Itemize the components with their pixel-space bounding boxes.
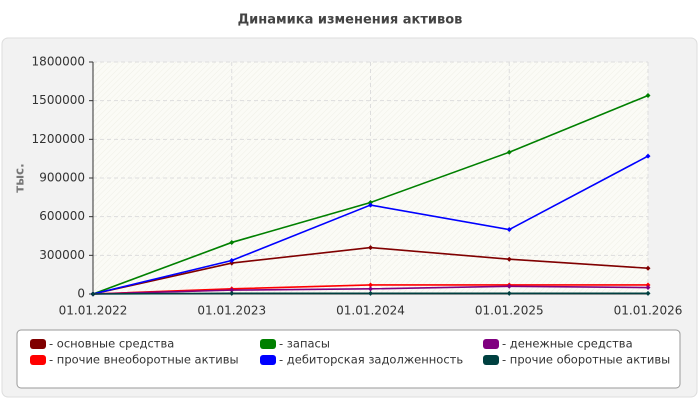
legend-label: - запасы [279,337,330,351]
point-marker [229,260,235,266]
y-tick-label: 1200000 [32,132,85,146]
legend-label: - прочие внеоборотные активы [49,353,239,367]
legend-swatch [30,339,46,349]
legend-swatch [483,339,499,349]
point-marker [645,282,651,288]
point-marker [506,290,512,296]
point-marker [368,199,373,205]
y-tick-label: 1500000 [32,93,85,107]
legend-label: - дебиторская задолженность [279,353,463,367]
x-tick-label: 01.01.2026 [614,304,683,318]
x-tick-label: 01.01.2023 [197,304,266,318]
point-marker [368,290,373,296]
point-marker [229,287,235,293]
legend-swatch [30,355,46,365]
point-marker [229,257,235,263]
point-marker [645,285,651,291]
point-marker [368,286,373,292]
x-tick-label: 01.01.2022 [59,304,128,318]
x-tick-label: 01.01.2025 [475,304,544,318]
y-tick-label: 300000 [39,248,85,262]
point-marker [645,290,651,296]
point-marker [506,149,512,155]
point-marker [368,202,373,208]
y-axis-label: тыс. [13,163,27,192]
y-tick-label: 600000 [39,209,85,223]
point-marker [368,282,373,288]
legend-label: - основные средства [49,337,174,351]
point-marker [506,256,512,262]
point-marker [368,245,373,251]
legend-swatch [260,355,276,365]
point-marker [229,239,235,245]
x-tick-label: 01.01.2024 [336,304,405,318]
legend [16,329,681,389]
point-marker [229,290,235,296]
point-marker [90,291,96,297]
legend-swatch [260,339,276,349]
y-tick-label: 1800000 [32,55,85,69]
point-marker [645,153,651,159]
legend-swatch [483,355,499,365]
point-marker [645,265,651,271]
legend-label: - прочие оборотные активы [502,353,670,367]
point-marker [506,227,512,233]
y-tick-label: 900000 [39,171,85,185]
point-marker [645,93,651,99]
y-tick-label: 0 [77,287,85,301]
legend-label: - денежные средства [502,337,633,351]
chart-title: Динамика изменения активов [238,13,463,28]
point-marker [506,283,512,289]
